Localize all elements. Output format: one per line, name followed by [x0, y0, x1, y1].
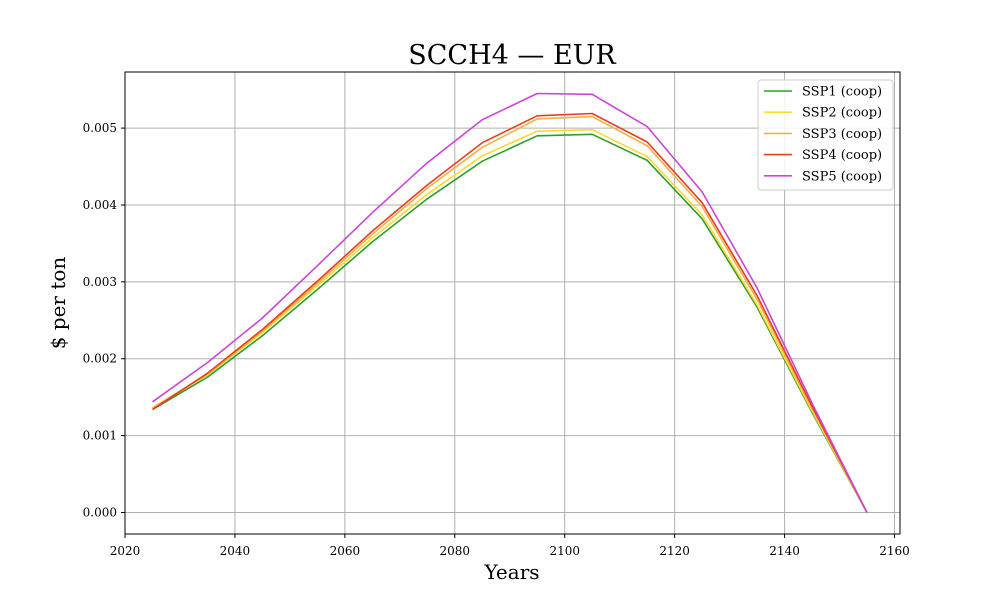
series-line-ssp2	[152, 128, 868, 513]
x-tick-label: 2060	[330, 544, 361, 558]
series-line-ssp4	[152, 112, 868, 513]
y-tick-label: 0.003	[83, 275, 117, 289]
series-line-ssp5	[152, 92, 868, 513]
legend-label: SSP4 (coop)	[802, 148, 882, 163]
y-tick-label: 0.005	[83, 121, 117, 135]
legend-label: SSP2 (coop)	[802, 106, 882, 121]
y-axis-ticks: 0.000 0.001 0.002 0.003 0.004 0.005	[83, 121, 125, 519]
x-axis-ticks: 2020 2040 2060 2080 2100 2120 2140 2160	[110, 534, 910, 558]
y-tick-label: 0.001	[83, 429, 117, 443]
legend-box	[757, 79, 894, 191]
series-line-ssp1	[152, 133, 868, 513]
legend-label: SSP1 (coop)	[802, 85, 882, 100]
legend-label: SSP5 (coop)	[802, 169, 882, 184]
legend-label: SSP3 (coop)	[802, 127, 882, 142]
x-tick-label: 2140	[769, 544, 800, 558]
y-axis-title: $ per ton	[46, 257, 70, 350]
plot-area-frame	[124, 71, 901, 535]
x-tick-label: 2080	[440, 544, 471, 558]
series-lines	[152, 92, 868, 513]
y-tick-label: 0.002	[83, 352, 117, 366]
x-tick-label: 2160	[879, 544, 910, 558]
x-axis-title: Years	[483, 560, 539, 584]
x-tick-label: 2020	[110, 544, 141, 558]
y-tick-label: 0.000	[83, 505, 117, 519]
x-tick-label: 2100	[549, 544, 580, 558]
x-tick-label: 2040	[220, 544, 251, 558]
y-tick-label: 0.004	[83, 198, 118, 212]
x-tick-label: 2120	[659, 544, 690, 558]
legend: SSP1 (coop) SSP2 (coop) SSP3 (coop) SSP4 (c…	[757, 79, 894, 191]
chart-title: SCCH4 — EUR	[408, 40, 616, 71]
series-line-ssp3	[152, 115, 868, 513]
